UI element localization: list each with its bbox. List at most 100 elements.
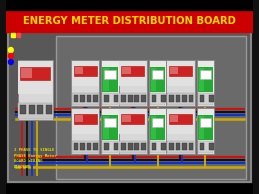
Bar xyxy=(198,93,213,105)
Bar xyxy=(182,95,187,102)
Bar xyxy=(122,67,131,74)
Bar xyxy=(103,116,109,139)
Bar xyxy=(121,66,144,76)
Bar xyxy=(102,115,118,140)
Bar xyxy=(122,114,131,122)
Bar xyxy=(103,68,109,91)
Bar xyxy=(149,60,166,106)
Bar xyxy=(74,113,97,124)
Bar xyxy=(150,67,165,92)
Bar xyxy=(80,143,85,150)
Bar xyxy=(72,93,98,105)
Bar xyxy=(20,105,26,114)
Bar xyxy=(119,61,146,86)
Bar xyxy=(199,116,204,139)
Bar xyxy=(121,143,126,150)
Bar xyxy=(197,108,214,154)
Circle shape xyxy=(9,48,13,53)
Bar xyxy=(182,143,187,150)
Bar xyxy=(161,95,166,102)
Bar xyxy=(169,113,192,124)
Bar xyxy=(11,33,15,37)
Bar xyxy=(6,0,253,10)
Bar xyxy=(169,95,174,102)
Circle shape xyxy=(9,60,13,64)
Bar xyxy=(150,115,165,140)
Bar xyxy=(128,143,133,150)
Bar xyxy=(87,95,91,102)
Bar xyxy=(152,118,163,127)
Bar xyxy=(20,67,50,80)
Bar xyxy=(141,143,146,150)
Bar xyxy=(37,105,43,114)
Bar xyxy=(167,93,194,105)
Bar xyxy=(18,103,52,119)
Text: 3 PHASE TO SINGLE
PHASE Energy Meter
BOARD WIRING
DIAGRAM: 3 PHASE TO SINGLE PHASE Energy Meter BOA… xyxy=(14,148,56,169)
Bar xyxy=(71,108,99,154)
Bar xyxy=(152,143,156,150)
Bar xyxy=(198,115,213,140)
Bar xyxy=(93,143,98,150)
Bar xyxy=(167,109,194,134)
Bar xyxy=(134,143,139,150)
Bar xyxy=(75,67,83,74)
Bar xyxy=(161,143,166,150)
Bar xyxy=(151,116,156,139)
Bar xyxy=(18,60,53,120)
Bar xyxy=(101,60,119,106)
Circle shape xyxy=(9,54,13,59)
Bar xyxy=(114,95,118,102)
Bar xyxy=(170,114,178,122)
Bar xyxy=(141,95,146,102)
Bar xyxy=(150,141,165,153)
Bar xyxy=(170,67,178,74)
Bar xyxy=(87,143,91,150)
Bar xyxy=(72,141,98,153)
Bar xyxy=(176,95,180,102)
Bar xyxy=(80,95,85,102)
Bar xyxy=(128,95,133,102)
Bar xyxy=(104,95,109,102)
Bar xyxy=(71,60,99,106)
Bar xyxy=(21,68,32,78)
Bar xyxy=(74,143,78,150)
Bar xyxy=(121,113,144,124)
Bar xyxy=(199,68,204,91)
Bar xyxy=(166,108,195,154)
Bar xyxy=(104,118,116,127)
Bar xyxy=(6,184,253,194)
Text: ENERGY METER DISTRIBUTION BOARD: ENERGY METER DISTRIBUTION BOARD xyxy=(23,16,236,26)
Bar xyxy=(18,61,52,94)
Bar xyxy=(104,143,109,150)
Bar xyxy=(104,70,116,79)
Bar xyxy=(151,68,156,91)
Bar xyxy=(150,93,165,105)
Bar xyxy=(102,93,118,105)
Bar xyxy=(119,141,146,153)
Bar xyxy=(101,108,119,154)
Bar xyxy=(152,70,163,79)
Bar xyxy=(169,143,174,150)
Bar xyxy=(119,93,146,105)
Bar xyxy=(102,141,118,153)
Bar xyxy=(17,33,20,37)
Bar xyxy=(199,143,204,150)
Bar xyxy=(74,95,78,102)
Bar xyxy=(93,95,98,102)
Bar xyxy=(74,66,97,76)
Bar xyxy=(6,10,253,32)
Bar xyxy=(166,60,195,106)
Bar xyxy=(72,109,98,134)
Bar xyxy=(199,118,211,127)
Bar xyxy=(72,61,98,86)
Bar xyxy=(119,109,146,134)
Bar xyxy=(149,108,166,154)
Bar xyxy=(199,70,211,79)
Bar xyxy=(152,95,156,102)
Bar xyxy=(121,95,126,102)
Bar xyxy=(176,143,180,150)
Bar xyxy=(114,143,118,150)
Bar xyxy=(102,67,118,92)
Bar xyxy=(75,114,83,122)
Bar xyxy=(134,95,139,102)
